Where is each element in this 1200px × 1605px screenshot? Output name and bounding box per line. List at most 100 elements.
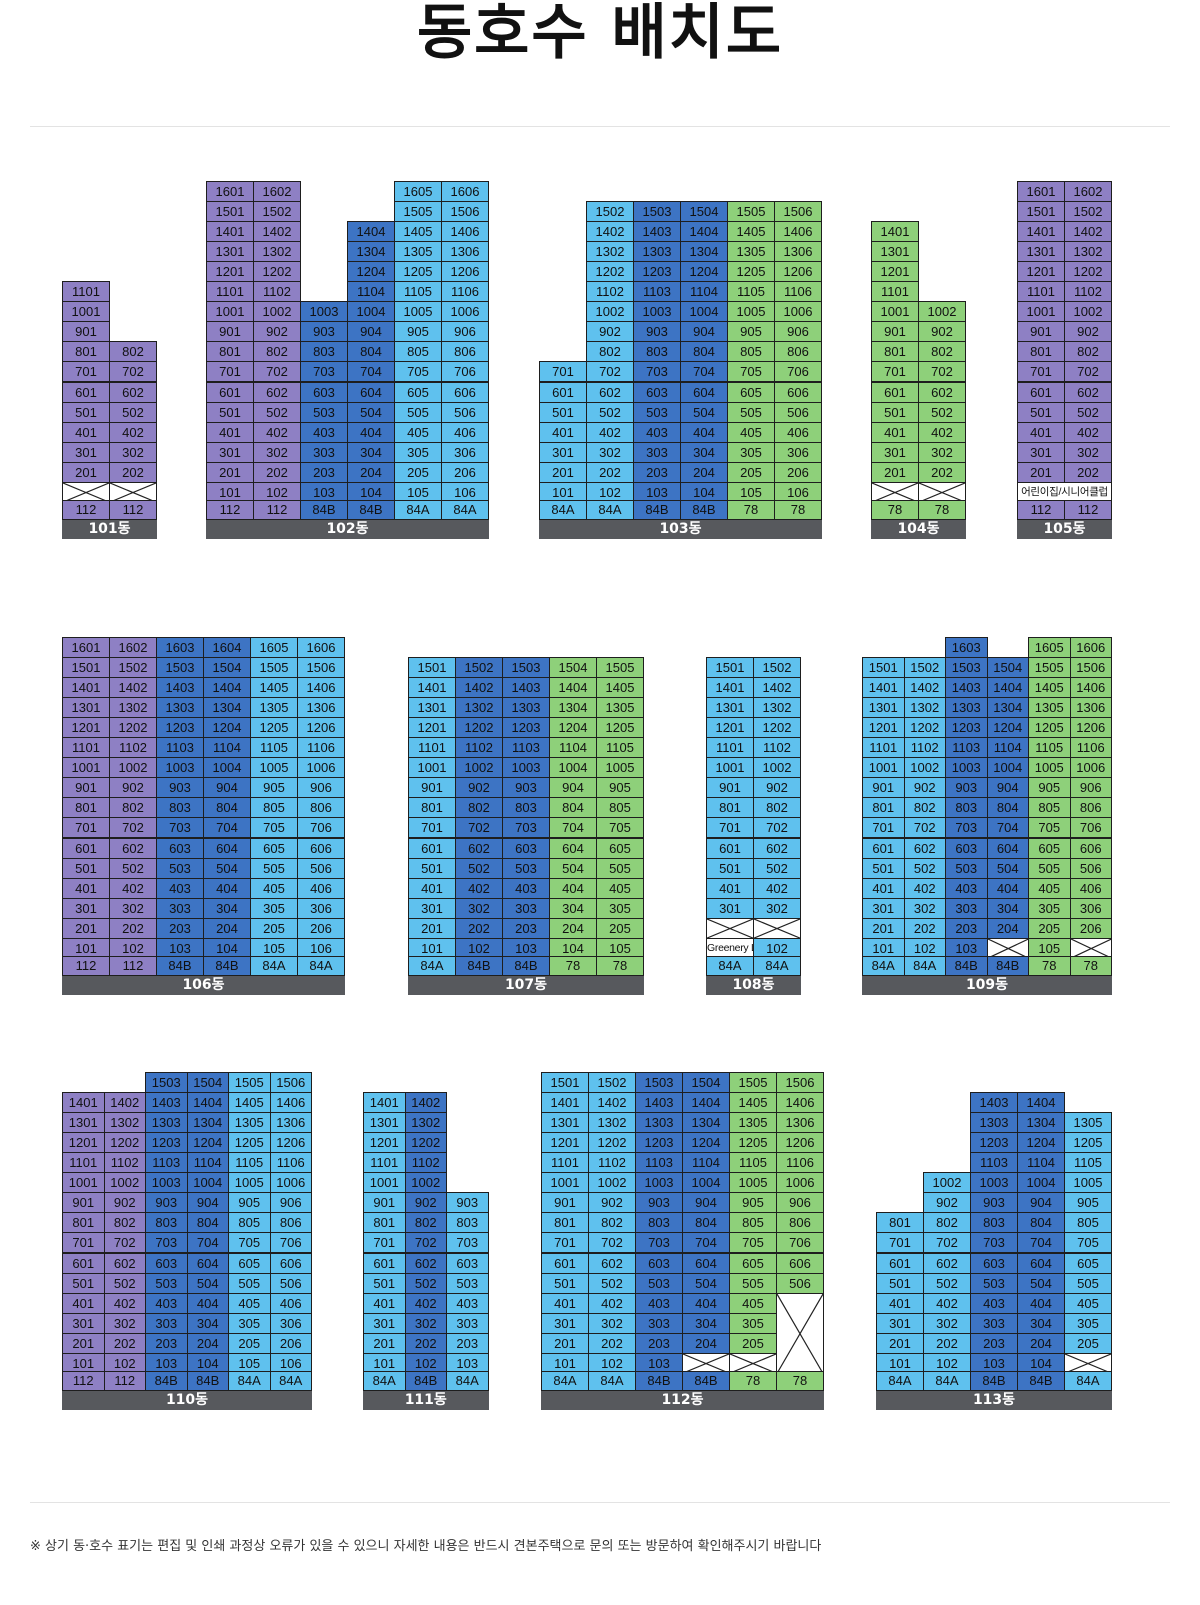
unit-101-202: 202: [109, 461, 157, 483]
unit-103-1306: 1306: [774, 240, 822, 262]
unit-107-1503: 1503: [502, 656, 550, 678]
unit-type-label: 112: [109, 956, 157, 976]
unit-112-606: 606: [776, 1252, 824, 1274]
unit-106-1406: 1406: [297, 676, 345, 698]
unit-106-1505: 1505: [250, 656, 298, 678]
unit-108-701: 701: [706, 817, 754, 839]
unit-103-1205: 1205: [727, 260, 775, 282]
unit-111-301: 301: [363, 1312, 406, 1334]
unit-102-602: 602: [253, 381, 301, 403]
unit-110-701: 701: [62, 1232, 105, 1254]
unit-106-1102: 1102: [109, 737, 157, 759]
unit-112-805: 805: [729, 1212, 777, 1234]
unit-112-1402: 1402: [588, 1091, 636, 1113]
unit-106-205: 205: [250, 917, 298, 939]
unit-106-801: 801: [62, 797, 110, 819]
unit-109-1202: 1202: [903, 716, 946, 738]
unit-105-1601: 1601: [1017, 180, 1065, 202]
ground-facility-label: Greenery Lounge: [706, 938, 754, 960]
unit-110-403: 403: [145, 1292, 188, 1314]
unit-102-1001: 1001: [206, 301, 254, 323]
unit-103-1505: 1505: [727, 200, 775, 222]
unit-105-802: 802: [1064, 341, 1112, 363]
unit-102-405: 405: [394, 421, 442, 443]
unit-105-1502: 1502: [1064, 200, 1112, 222]
unit-type-label: 84B: [347, 500, 395, 520]
unit-107-1403: 1403: [502, 676, 550, 698]
unit-113-402: 402: [923, 1292, 971, 1314]
unit-113-403: 403: [970, 1292, 1018, 1314]
unit-110-601: 601: [62, 1252, 105, 1274]
unit-110-801: 801: [62, 1212, 105, 1234]
unit-106-1205: 1205: [250, 716, 298, 738]
unit-102-101: 101: [206, 482, 254, 504]
unit-102-905: 905: [394, 321, 442, 343]
unit-type-label: 78: [776, 1371, 824, 1391]
unit-105-1301: 1301: [1017, 240, 1065, 262]
unit-113-905: 905: [1064, 1192, 1112, 1214]
unit-112-501: 501: [541, 1272, 589, 1294]
unit-109-802: 802: [903, 797, 946, 819]
unit-112-804: 804: [682, 1212, 730, 1234]
unit-105-1501: 1501: [1017, 200, 1065, 222]
unit-109-1402: 1402: [903, 676, 946, 698]
unit-107-304: 304: [549, 897, 597, 919]
unit-106-1602: 1602: [109, 636, 157, 658]
unit-105-701: 701: [1017, 361, 1065, 383]
unit-113-1305: 1305: [1064, 1111, 1112, 1133]
unit-109-1403: 1403: [945, 676, 988, 698]
unit-103-905: 905: [727, 321, 775, 343]
unit-104-601: 601: [871, 381, 919, 403]
unit-type-label: 84B: [945, 956, 988, 976]
unit-102-506: 506: [441, 401, 489, 423]
unit-106-302: 302: [109, 897, 157, 919]
unit-type-label: 84B: [145, 1371, 188, 1391]
unit-103-404: 404: [680, 421, 728, 443]
unit-type-label: 112: [253, 500, 301, 520]
unit-113-304: 304: [1017, 1312, 1065, 1334]
unit-type-label: 78: [549, 956, 597, 976]
pilotis-marker: [1069, 938, 1112, 960]
unit-112-1403: 1403: [635, 1091, 683, 1113]
unit-105-1001: 1001: [1017, 301, 1065, 323]
unit-111-1001: 1001: [363, 1172, 406, 1194]
unit-type-label: 84B: [455, 956, 503, 976]
unit-107-1302: 1302: [455, 696, 503, 718]
unit-107-1301: 1301: [408, 696, 456, 718]
unit-111-901: 901: [363, 1192, 406, 1214]
unit-110-204: 204: [186, 1332, 229, 1354]
unit-104-1001: 1001: [871, 301, 919, 323]
unit-105-301: 301: [1017, 441, 1065, 463]
unit-112-601: 601: [541, 1252, 589, 1274]
unit-110-1205: 1205: [228, 1131, 271, 1153]
unit-112-503: 503: [635, 1272, 683, 1294]
unit-113-203: 203: [970, 1332, 1018, 1354]
unit-107-703: 703: [502, 817, 550, 839]
unit-112-903: 903: [635, 1192, 683, 1214]
empty-block-marker: [776, 1292, 824, 1375]
unit-104-901: 901: [871, 321, 919, 343]
unit-105-1102: 1102: [1064, 281, 1112, 303]
unit-102-404: 404: [347, 421, 395, 443]
unit-102-904: 904: [347, 321, 395, 343]
unit-103-102: 102: [586, 482, 634, 504]
unit-112-1302: 1302: [588, 1111, 636, 1133]
unit-106-503: 503: [156, 857, 204, 879]
unit-107-404: 404: [549, 877, 597, 899]
unit-109-1406: 1406: [1069, 676, 1112, 698]
unit-102-406: 406: [441, 421, 489, 443]
unit-103-101: 101: [539, 482, 587, 504]
unit-112-1504: 1504: [682, 1071, 730, 1093]
unit-111-1402: 1402: [404, 1091, 447, 1113]
unit-type-label: 84B: [203, 956, 251, 976]
unit-110-405: 405: [228, 1292, 271, 1314]
unit-103-904: 904: [680, 321, 728, 343]
unit-106-805: 805: [250, 797, 298, 819]
unit-113-305: 305: [1064, 1312, 1112, 1334]
unit-102-206: 206: [441, 461, 489, 483]
unit-109-1106: 1106: [1069, 737, 1112, 759]
unit-type-label: 112: [62, 500, 110, 520]
unit-110-103: 103: [145, 1353, 188, 1375]
unit-102-603: 603: [300, 381, 348, 403]
unit-112-201: 201: [541, 1332, 589, 1354]
